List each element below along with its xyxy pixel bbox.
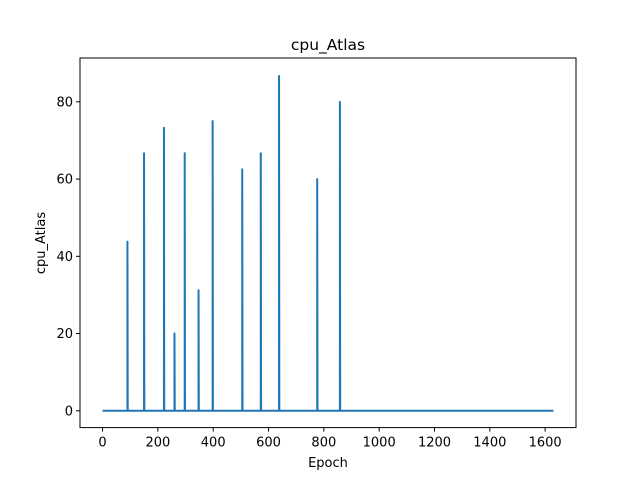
y-tick-label: 80 bbox=[56, 95, 73, 110]
x-tick-label: 800 bbox=[311, 436, 336, 451]
chart-title: cpu_Atlas bbox=[291, 36, 365, 55]
x-tick-label: 1000 bbox=[363, 436, 396, 451]
x-axis-label: Epoch bbox=[308, 456, 348, 471]
y-tick-label: 60 bbox=[56, 173, 73, 188]
x-tick-label: 200 bbox=[145, 436, 170, 451]
x-tick-label: 1200 bbox=[418, 436, 451, 451]
x-tick-label: 1400 bbox=[473, 436, 506, 451]
series-line-0 bbox=[102, 74, 554, 412]
x-tick-label: 400 bbox=[201, 436, 226, 451]
y-tick-label: 0 bbox=[65, 404, 73, 419]
y-tick-label: 40 bbox=[56, 250, 73, 265]
y-axis-label: cpu_Atlas bbox=[34, 212, 49, 274]
y-tick-label: 20 bbox=[56, 327, 73, 342]
x-tick-label: 0 bbox=[98, 436, 106, 451]
x-tick-label: 600 bbox=[256, 436, 281, 451]
axes-frame bbox=[79, 57, 577, 429]
x-tick-label: 1600 bbox=[529, 436, 562, 451]
